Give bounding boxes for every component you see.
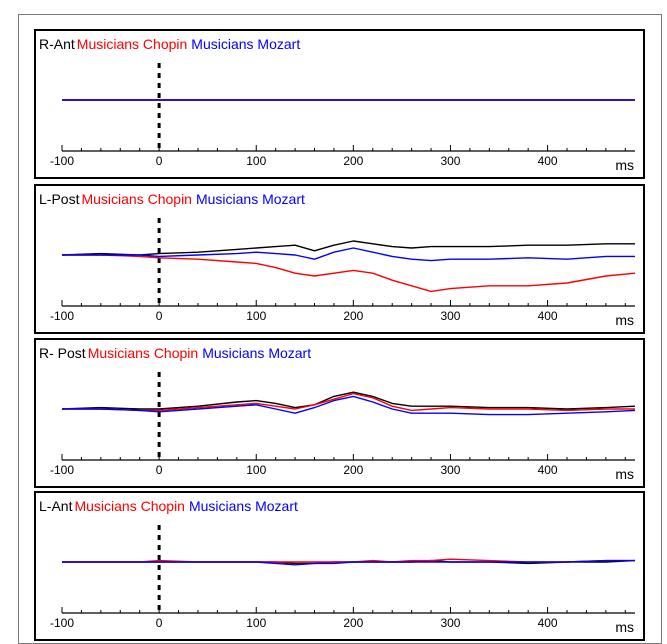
x-tick-label: 100 [246,309,266,323]
x-tick-label: 200 [343,309,363,323]
x-tick-label: -100 [50,154,74,168]
panel-title: L-Post Musicians Chopin Musicians Mozart [39,191,305,207]
waveform-series-1 [61,240,635,256]
x-tick-label: 400 [538,309,558,323]
waveform-series-2 [62,254,636,293]
x-tick-label: -100 [50,463,74,477]
legend-entry-2: Musicians Mozart [196,191,305,207]
legend-entry-2: Musicians Mozart [202,345,311,361]
region-label: L-Post [39,191,80,207]
panel-border [34,29,645,179]
x-tick-label: 100 [246,463,266,477]
x-tick-label: 100 [246,154,266,168]
waveform-series-3 [62,395,636,416]
x-tick-label: 200 [343,154,363,168]
x-tick-label: 300 [440,463,460,477]
x-tick-label: 0 [156,154,163,168]
x-tick-label: 300 [440,616,460,630]
waveform-series-1 [61,391,636,410]
x-axis-label: ms [615,466,634,482]
panel-title: R-Ant Musicians Chopin Musicians Mozart [39,36,300,52]
waveform-series-3 [62,247,635,262]
x-tick-label: 0 [156,463,163,477]
x-axis-label: ms [615,619,634,635]
waveform-series-2 [62,392,635,412]
x-tick-label: 200 [343,616,363,630]
legend-entry-2: Musicians Mozart [189,498,298,514]
region-label: L-Ant [39,498,73,514]
x-tick-label: -100 [50,616,74,630]
legend-entry-2: Musicians Mozart [191,36,300,52]
x-axis-label: ms [615,157,634,173]
panel-title: R- Post Musicians Chopin Musicians Mozart [39,345,311,361]
legend-entry-1: Musicians Chopin [74,498,185,514]
erp-panel-4: L-Ant Musicians Chopin Musicians Mozart -10… [34,491,645,641]
erp-panel-1: R-Ant Musicians Chopin Musicians Mozart -10… [34,29,645,179]
x-axis-label: ms [615,312,634,328]
x-tick-label: 400 [538,616,558,630]
region-label: R- Post [39,345,86,361]
x-tick-label: -100 [50,309,74,323]
legend-entry-1: Musicians Chopin [77,36,188,52]
erp-panel-3: R- Post Musicians Chopin Musicians Mozart -… [34,338,645,488]
panel-border [34,338,645,488]
x-tick-label: 300 [440,154,460,168]
x-tick-label: 200 [343,463,363,477]
region-label: R-Ant [39,36,75,52]
x-tick-label: 400 [538,463,558,477]
x-tick-label: 100 [246,616,266,630]
waveform-series-3 [62,559,635,566]
x-tick-label: 0 [156,309,163,323]
x-tick-label: 400 [538,154,558,168]
x-tick-label: 300 [440,309,460,323]
erp-panel-2: L-Post Musicians Chopin Musicians Mozart -1… [34,184,645,334]
legend-entry-1: Musicians Chopin [81,191,192,207]
panel-title: L-Ant Musicians Chopin Musicians Mozart [39,498,298,514]
panel-border [34,491,645,641]
x-tick-label: 0 [156,616,163,630]
legend-entry-1: Musicians Chopin [88,345,199,361]
